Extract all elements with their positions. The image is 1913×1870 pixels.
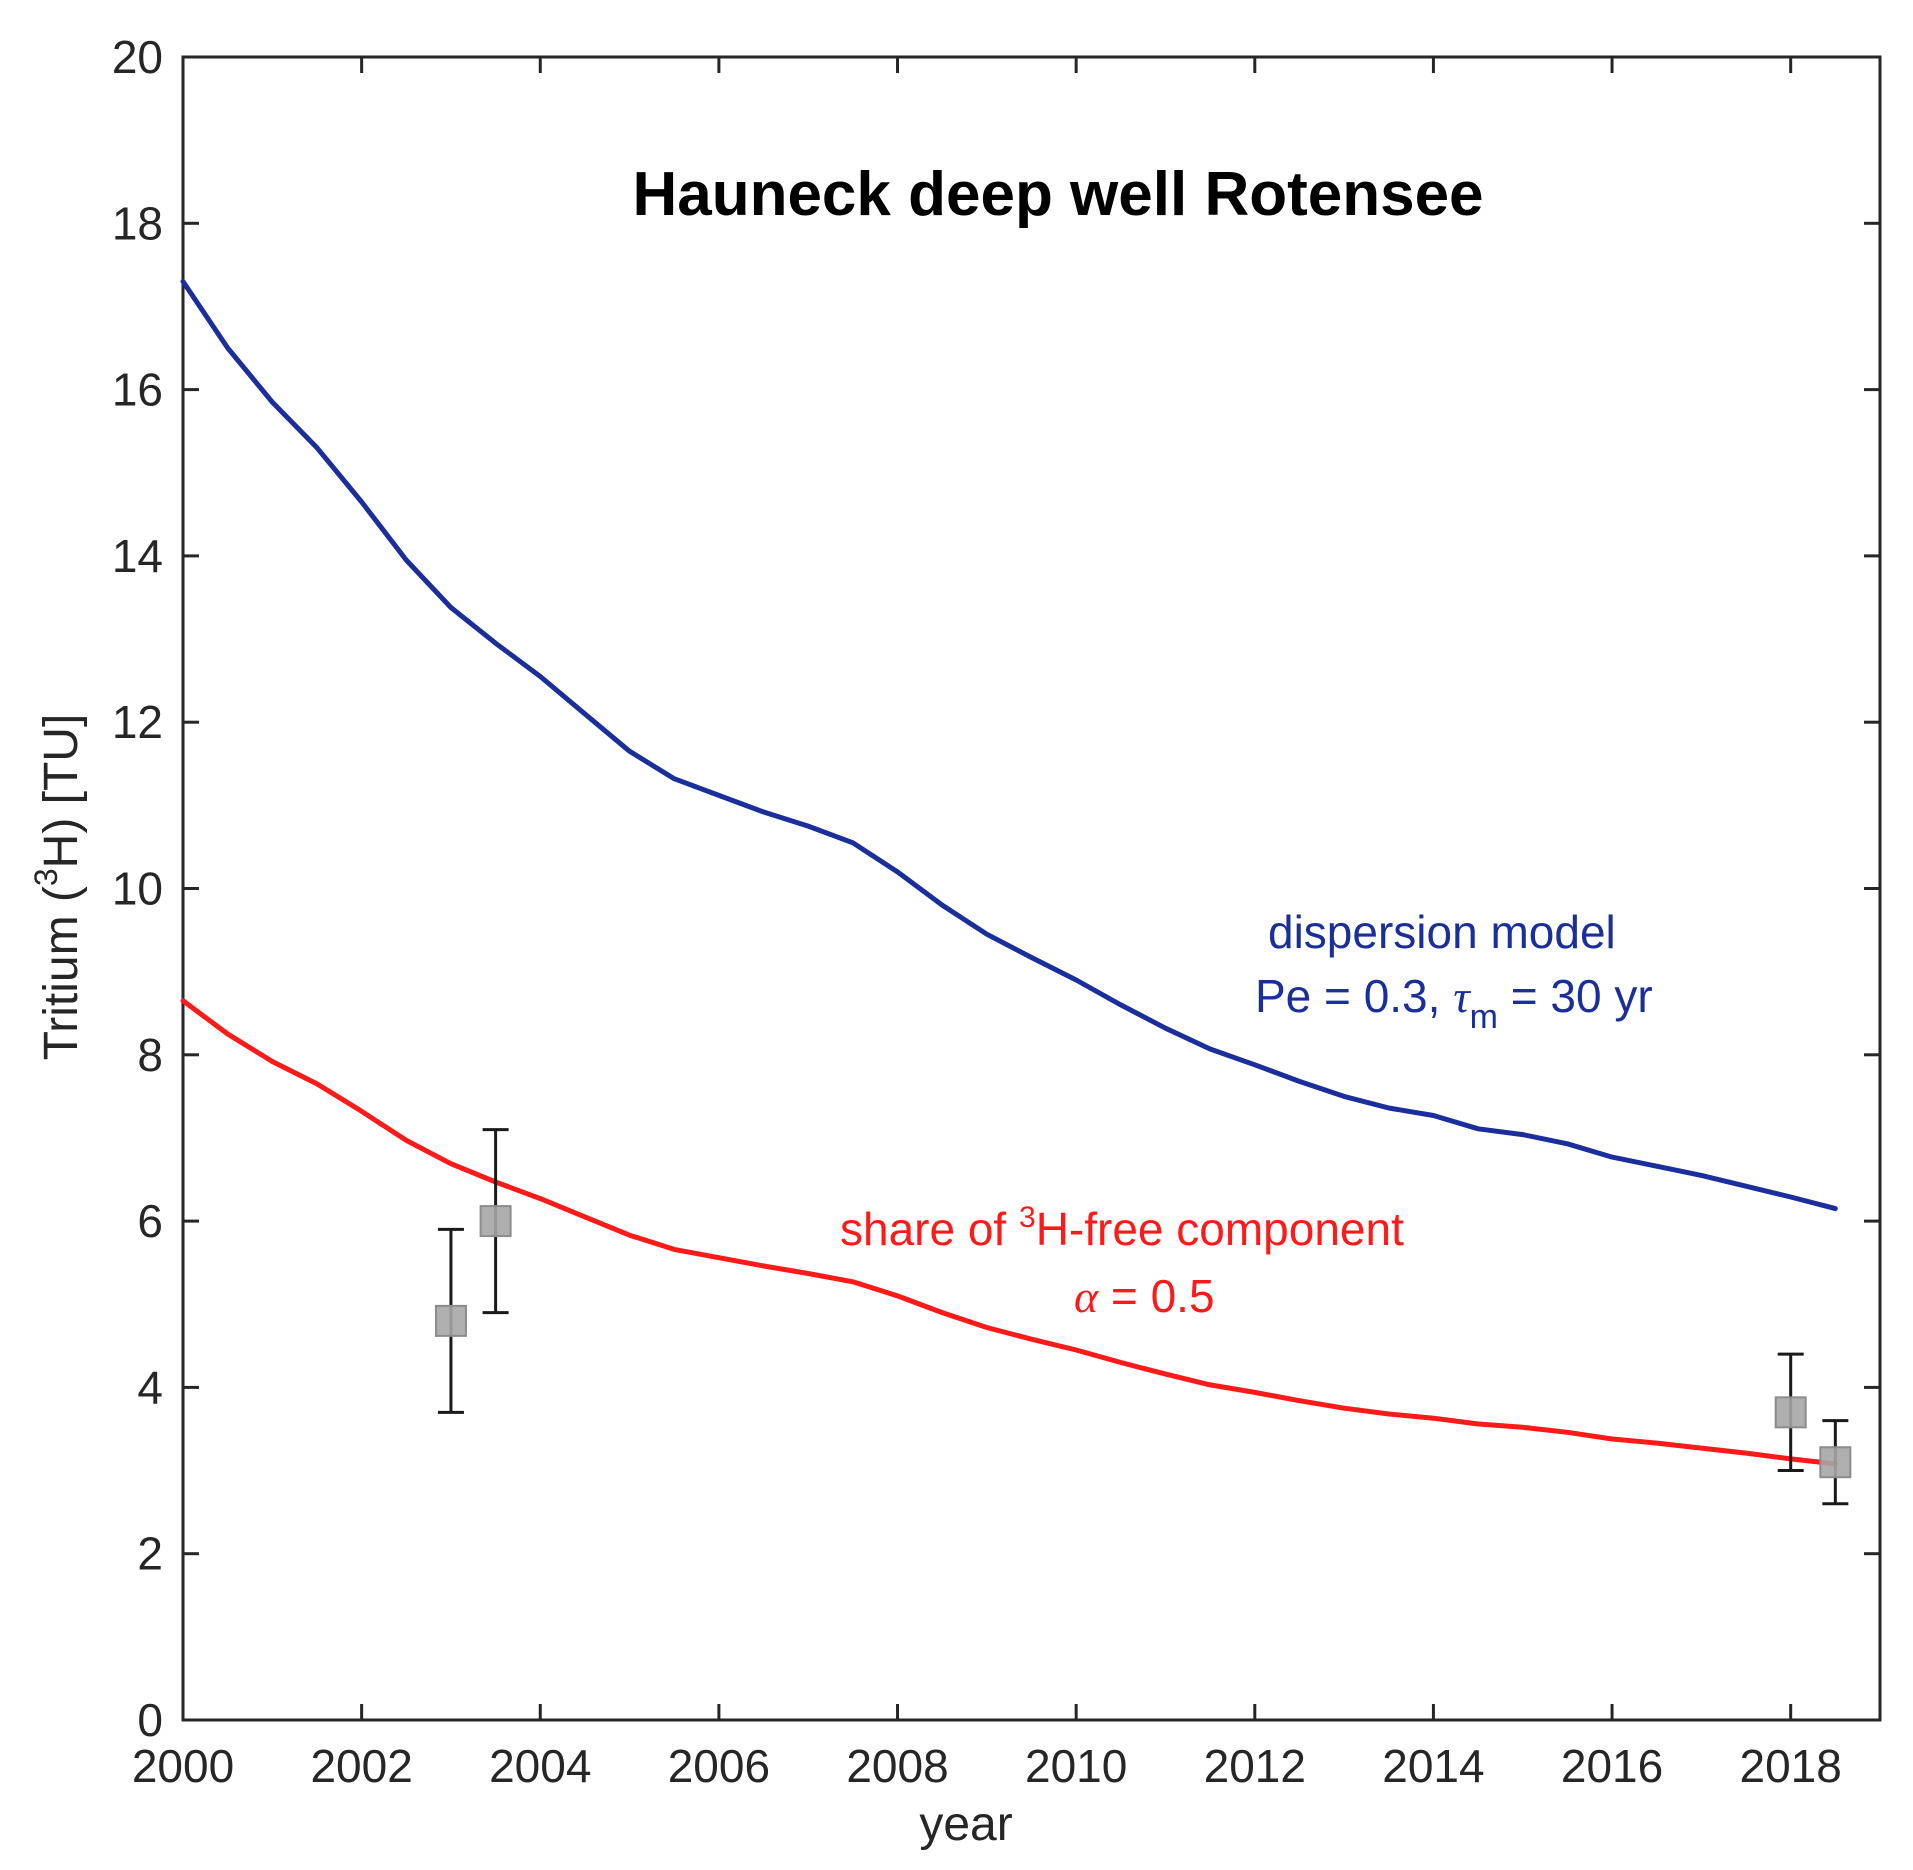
- x-tick-label: 2000: [132, 1740, 234, 1792]
- y-tick-label: 6: [137, 1195, 163, 1247]
- share-sup: 3: [1019, 1201, 1036, 1234]
- y-tick-label: 0: [137, 1694, 163, 1746]
- x-axis-label: year: [919, 1798, 1012, 1851]
- share-suffix: H-free component: [1036, 1203, 1404, 1255]
- square-marker: [1774, 1396, 1807, 1429]
- x-tick-label: 2014: [1382, 1740, 1484, 1792]
- square-marker: [434, 1304, 467, 1337]
- dispersion-tau-value: = 30 yr: [1498, 970, 1653, 1022]
- axes: 2000 2002 2004 2006 2008 2010 2012 2014 2016 2018…: [112, 31, 1882, 1792]
- alpha-symbol: α: [1074, 1271, 1099, 1322]
- y-tick-label: 8: [137, 1029, 163, 1081]
- y-tick-label: 4: [137, 1361, 163, 1413]
- x-tick-label: 2018: [1740, 1740, 1842, 1792]
- alpha-value: = 0.5: [1098, 1270, 1214, 1322]
- data-point: [479, 1128, 512, 1315]
- data-point: [1819, 1419, 1852, 1506]
- data-point: [1774, 1352, 1807, 1473]
- y-axis-label-sup: 3: [28, 868, 64, 886]
- y-tick-label: 2: [137, 1528, 163, 1580]
- square-marker: [1819, 1446, 1852, 1479]
- data-point: [434, 1227, 467, 1414]
- series-line-1: [180, 998, 1838, 1467]
- y-tick-label: 12: [112, 696, 163, 748]
- plot-frame: [181, 55, 1882, 1722]
- tau-subscript: m: [1470, 998, 1498, 1036]
- square-marker: [479, 1205, 512, 1238]
- x-tick-label: 2010: [1025, 1740, 1127, 1792]
- dispersion-annotation-line1: dispersion model: [1268, 906, 1616, 958]
- share-annotation-line1: share of 3H-free component: [840, 1201, 1404, 1255]
- y-tick-label: 16: [112, 364, 163, 416]
- x-tick-label: 2012: [1204, 1740, 1306, 1792]
- x-tick-label: 2004: [489, 1740, 591, 1792]
- dispersion-pe-text: Pe = 0.3,: [1255, 970, 1453, 1022]
- dispersion-annotation-line2: Pe = 0.3, τm = 30 yr: [1255, 970, 1653, 1036]
- series-line-0: [180, 279, 1838, 1212]
- markers-layer: [434, 1128, 1852, 1506]
- series-layer: [180, 279, 1838, 1467]
- x-tick-label: 2002: [310, 1740, 412, 1792]
- y-axis-label: Tritium (3H) [TU]: [28, 714, 88, 1061]
- y-tick-label: 10: [112, 863, 163, 915]
- y-tick-label: 18: [112, 197, 163, 249]
- y-tick-label: 14: [112, 530, 163, 582]
- y-tick-label: 20: [112, 31, 163, 83]
- tau-symbol: τ: [1453, 971, 1471, 1022]
- share-prefix: share of: [840, 1203, 1019, 1255]
- share-annotation-line2: α = 0.5: [1074, 1270, 1215, 1322]
- x-tick-label: 2008: [846, 1740, 948, 1792]
- y-axis-label-prefix: Tritium (: [35, 886, 88, 1060]
- chart-title: Hauneck deep well Rotensee: [632, 160, 1483, 229]
- y-axis-label-suffix: H) [TU]: [35, 714, 88, 869]
- x-tick-label: 2006: [668, 1740, 770, 1792]
- x-tick-label: 2016: [1561, 1740, 1663, 1792]
